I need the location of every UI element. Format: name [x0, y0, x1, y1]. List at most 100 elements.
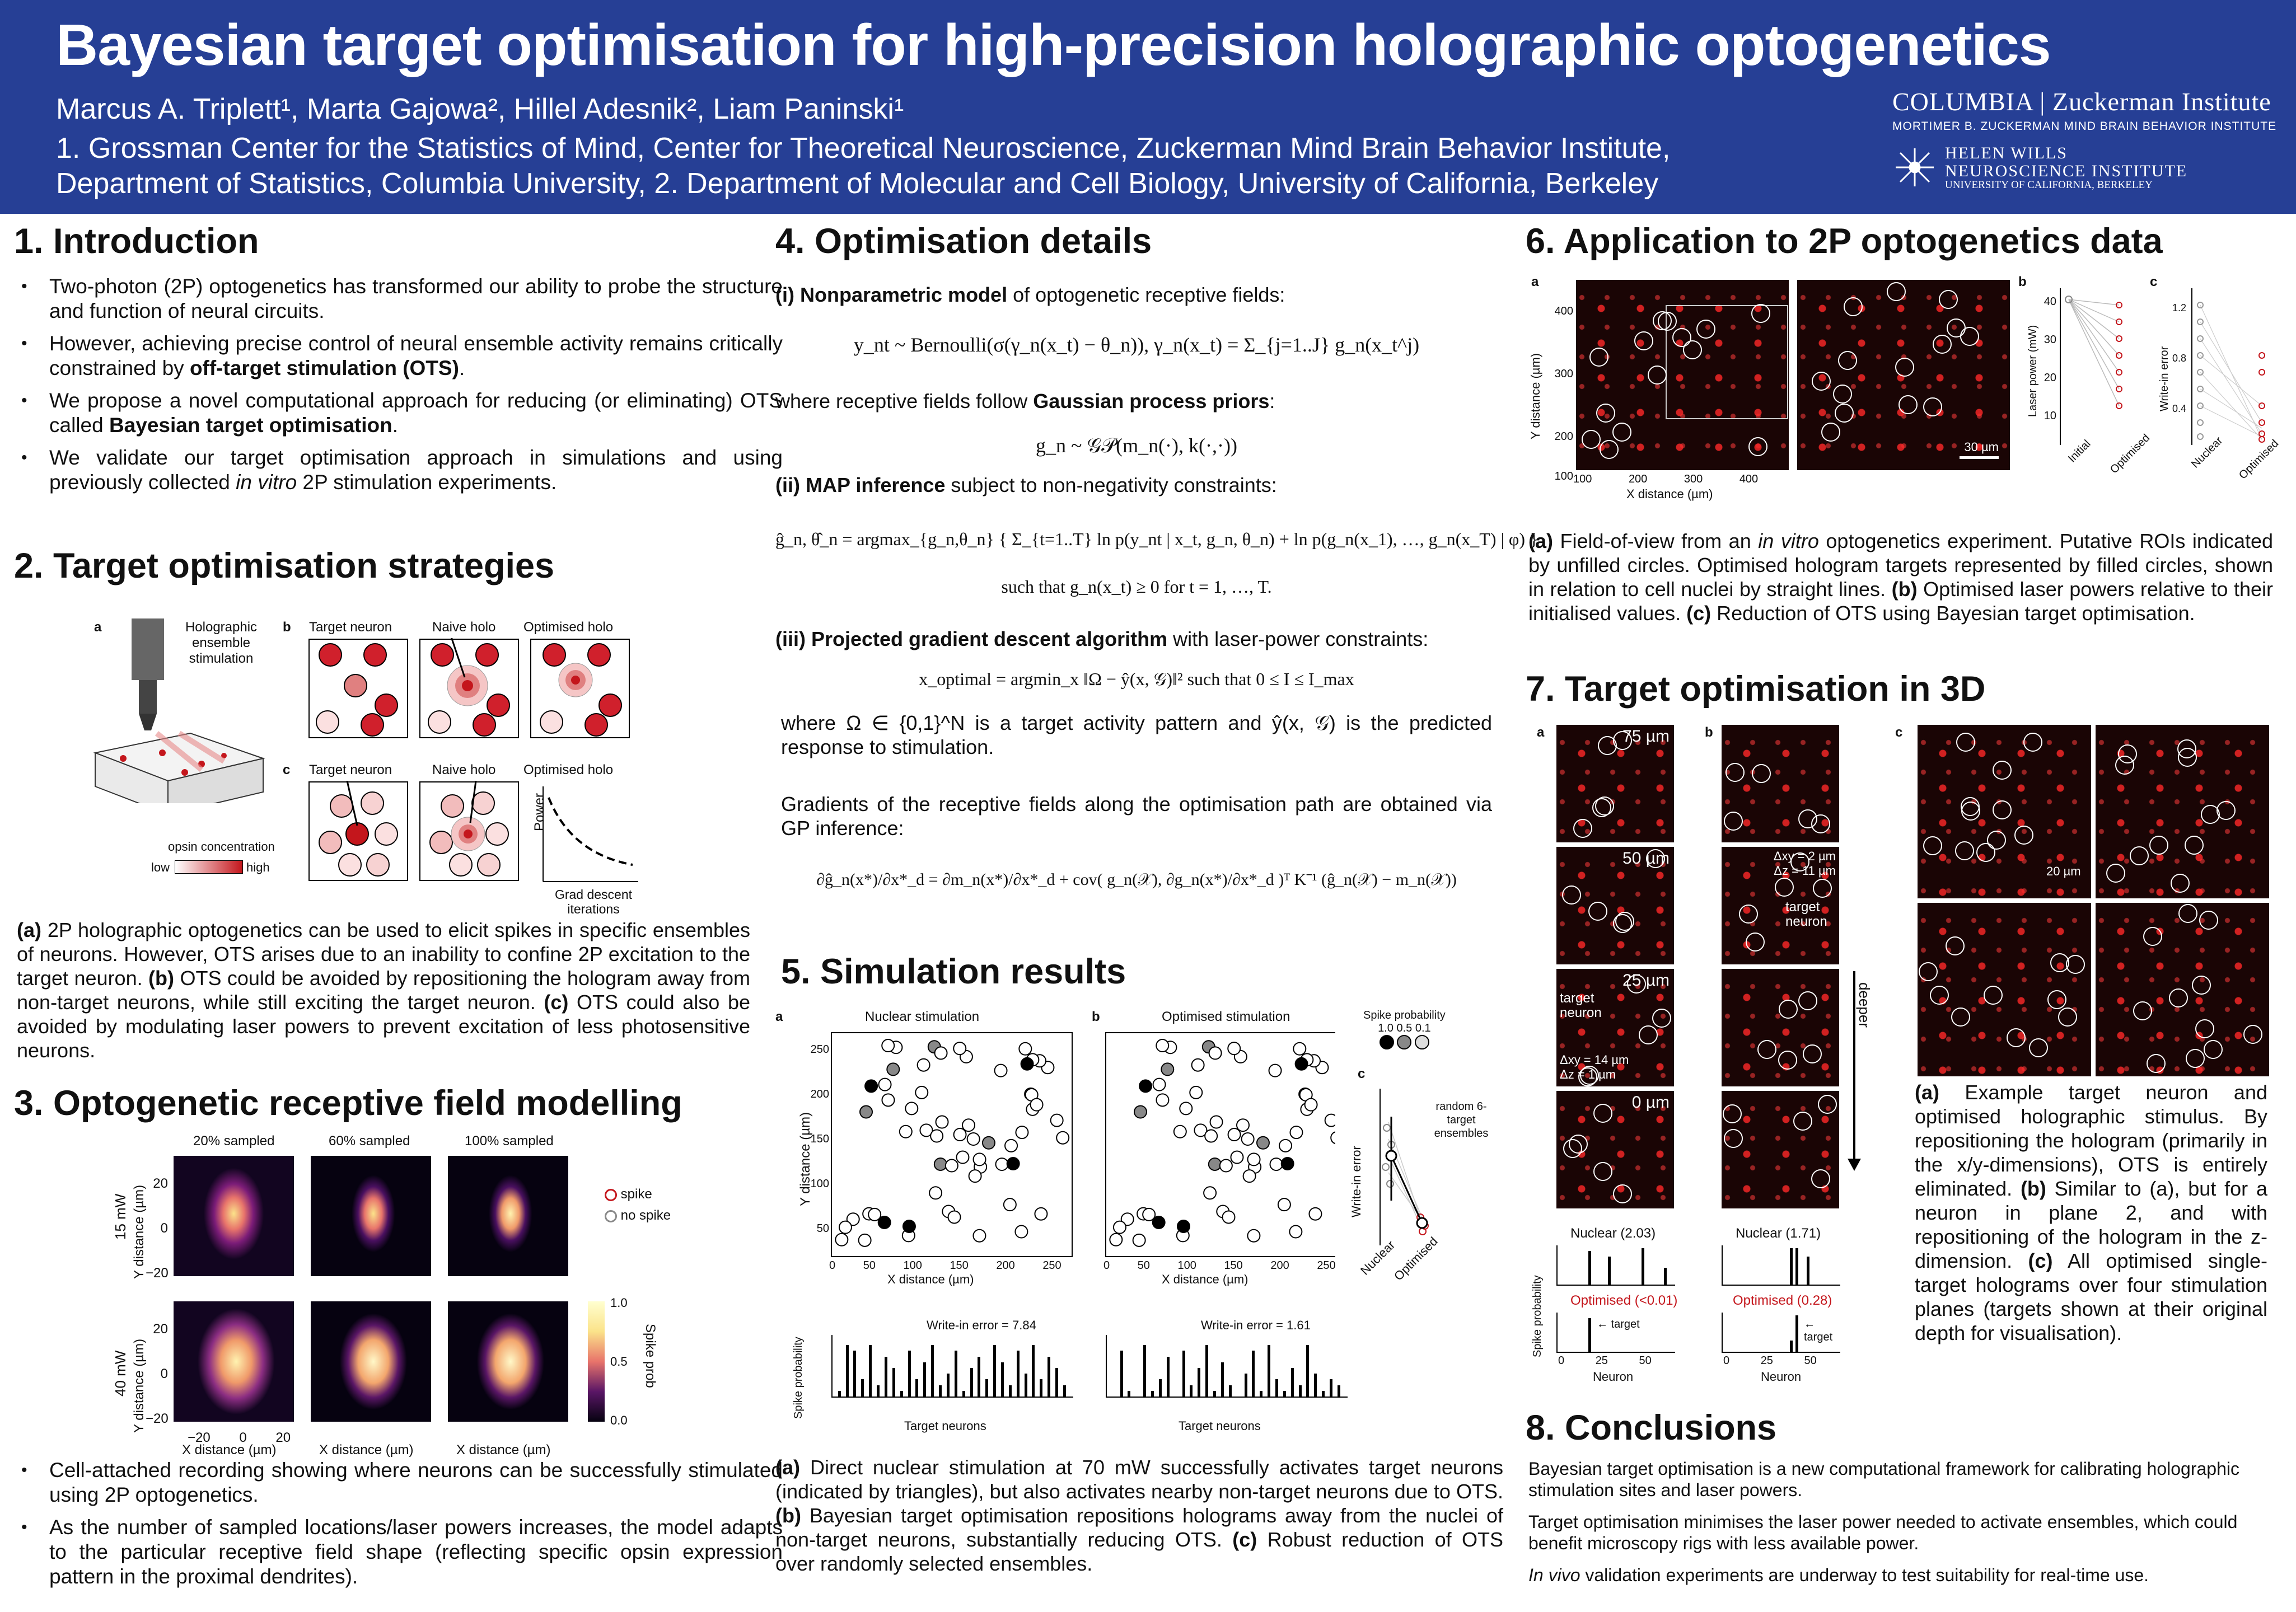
roi-marker	[1647, 365, 1667, 385]
writein-error-a: Write-in error = 7.84	[927, 1318, 1036, 1332]
naive-holo-label-c: Naive holo	[432, 762, 496, 777]
optimised-a-label: Optimised (<0.01)	[1570, 1293, 1678, 1308]
spike-prob-bar	[939, 1385, 942, 1397]
neuron-dot	[1034, 1207, 1048, 1221]
roi-marker	[1696, 319, 1716, 339]
fov-xticks: 100 200 300 400	[1573, 473, 1759, 485]
hist-xticks-a: 0 25 50	[1558, 1355, 1652, 1367]
neuron-dot	[1208, 1157, 1222, 1171]
roi-marker	[1955, 841, 1975, 861]
section-simulation-title: 5. Simulation results	[781, 952, 1126, 991]
gp-prior-text: where receptive fields follow Gaussian p…	[775, 390, 1275, 413]
roi-marker	[1838, 350, 1858, 370]
neuron-dot	[1120, 1212, 1134, 1226]
roi-marker	[1599, 440, 1619, 460]
opsin-low-label: low	[151, 860, 170, 874]
hist-xticks-b: 0 25 50	[1723, 1355, 1817, 1367]
neuron-dot	[905, 1102, 919, 1116]
rf-xlabel-3: X distance (µm)	[456, 1442, 551, 1458]
roi-marker	[2199, 910, 2218, 930]
spike-prob-bar	[970, 1368, 973, 1397]
neuron-dot	[1179, 1102, 1193, 1116]
roi-marker	[1595, 796, 1615, 816]
rf-map	[174, 1301, 294, 1422]
neuron-dot	[859, 1105, 873, 1119]
neuron-dot	[953, 1042, 967, 1056]
plane-grid-2	[2096, 725, 2269, 898]
roi-marker	[1612, 913, 1632, 933]
neuron-dot	[1056, 1131, 1070, 1145]
roi-marker	[1960, 326, 1980, 346]
poster-header: Bayesian target optimisation for high-pr…	[0, 0, 2296, 214]
spike-prob-bar	[1298, 1385, 1302, 1397]
spike-prob-bar	[1205, 1345, 1209, 1397]
roi-marker	[1588, 902, 1607, 921]
roi-marker	[2106, 863, 2125, 883]
roi-marker	[1657, 311, 1677, 331]
scatter-panels	[831, 1032, 1335, 1257]
neuron-dot	[1268, 1063, 1282, 1077]
neuron-dot	[1304, 1098, 1318, 1112]
helen-wills-logo: HELEN WILLS NEUROSCIENCE INSTITUTE UNIVE…	[1892, 144, 2187, 191]
roi-marker	[1627, 974, 1647, 994]
sim-bars-xlabel-a: Target neurons	[904, 1419, 986, 1433]
roi-marker	[2047, 990, 2067, 1010]
spike-prob-bar	[1190, 1385, 1193, 1397]
neuron-dot	[933, 1157, 947, 1171]
neuron-dot	[1156, 1039, 1170, 1053]
writein-error-b: Write-in error = 1.61	[1201, 1318, 1311, 1332]
spike-prob-bar	[1166, 1356, 1170, 1397]
rf-heatmap-grid	[162, 1156, 568, 1430]
fov-xlabel: X distance (µm)	[1626, 487, 1713, 501]
roi-marker	[1568, 1134, 1588, 1154]
neuron-dot	[1191, 1058, 1205, 1072]
neuron-dot	[994, 1063, 1008, 1077]
spike-prob-bar	[884, 1356, 887, 1397]
strategies-figure: a Holographic ensemble stimulation b Tar…	[90, 607, 649, 916]
roi-marker	[2170, 874, 2190, 893]
roi-marker	[1751, 764, 1771, 784]
spike-prob-bar	[1198, 1368, 1201, 1397]
equation-map-constraint: such that g_n(x_t) ≥ 0 for t = 1, …, T.	[1001, 577, 1272, 597]
spike-prob-bar	[1151, 1390, 1154, 1397]
plane-25-b	[1722, 969, 1839, 1086]
neuron-dot	[1020, 1057, 1034, 1071]
nuclear-a-label: Nuclear (2.03)	[1570, 1226, 1656, 1241]
spike-prob-bar	[946, 1374, 950, 1397]
panel-label-b: b	[283, 620, 291, 635]
section-application-title: 6. Application to 2P optogenetics data	[1526, 222, 2163, 261]
hist-xlabel-b: Neuron	[1761, 1370, 1802, 1384]
neuron-dot	[877, 1216, 891, 1230]
roi-marker	[1812, 372, 1831, 391]
roi-marker	[1596, 404, 1615, 423]
hw-logo-line-1: HELEN WILLS	[1945, 144, 2068, 162]
roi-marker	[1992, 761, 2012, 780]
roi-marker	[1939, 290, 1958, 310]
roi-marker	[1895, 358, 1914, 377]
target-pattern-text: where Ω ∈ {0,1}^N is a target activity p…	[781, 711, 1492, 758]
columbia-logo: COLUMBIA | Zuckerman Institute MORTIMER …	[1892, 87, 2276, 133]
neuron-dot	[1015, 1126, 1029, 1140]
spike-bars-optimised	[1106, 1335, 1348, 1398]
roi-marker	[1821, 422, 1841, 442]
panel-label-a: a	[1531, 274, 1539, 289]
sim-bars-xlabel-b: Target neurons	[1179, 1419, 1261, 1433]
nuclear-stim-title: Nuclear stimulation	[865, 1009, 980, 1024]
roi-marker	[2065, 954, 2085, 974]
spike-prob-bar	[838, 1390, 841, 1397]
laser-power-plot	[2060, 288, 2122, 445]
sim-xticks-a: 0 50 100 150 200 250	[829, 1259, 1062, 1272]
section-conclusions-title: 8. Conclusions	[1526, 1408, 1777, 1447]
neuron-dot	[846, 1212, 860, 1226]
roi-marker	[1993, 800, 2012, 819]
spike-marker-icon	[605, 1188, 617, 1201]
spike-prob-bar	[978, 1356, 981, 1397]
roi-marker	[2203, 1039, 2223, 1059]
roi-marker	[1573, 818, 1593, 838]
panel-label-b: b	[2018, 274, 2027, 289]
roi-marker	[2185, 835, 2204, 855]
roi-marker	[1582, 430, 1601, 449]
rf-map	[448, 1301, 568, 1422]
roi-marker	[2178, 903, 2198, 923]
roi-marker	[1803, 1044, 1822, 1063]
